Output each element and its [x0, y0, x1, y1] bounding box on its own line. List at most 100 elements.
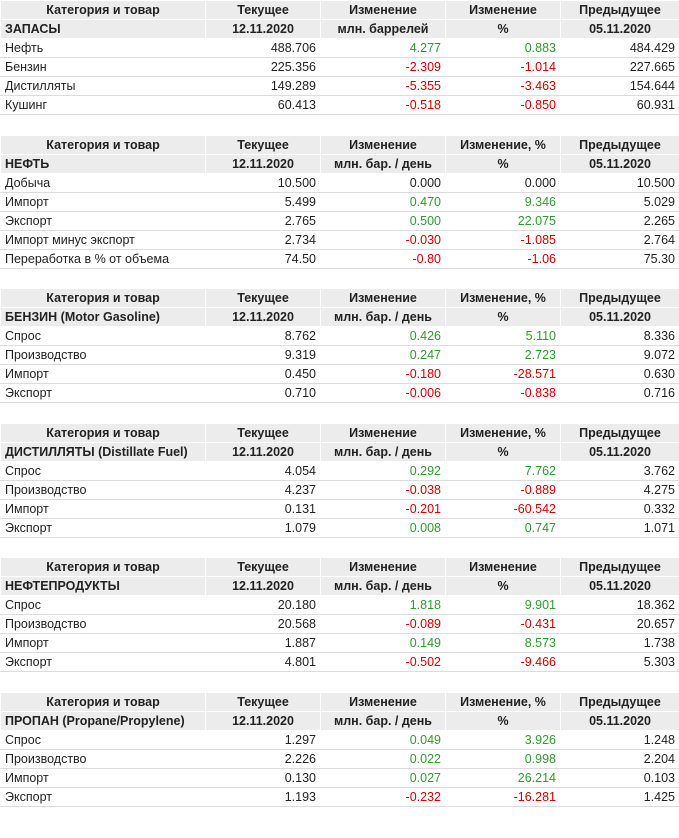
data-cell: -60.542	[445, 498, 561, 519]
data-cell: 0.000	[445, 172, 561, 193]
header-cell: Изменение	[320, 422, 446, 443]
data-cell: 0.103	[560, 767, 679, 788]
data-cell: -0.038	[320, 479, 446, 500]
data-row: Экспорт 0.710 -0.006 -0.838 0.716	[0, 383, 679, 404]
data-cell: Экспорт	[0, 383, 206, 404]
data-cell: 2.765	[205, 210, 321, 231]
data-cell: Переработка в % от объема	[0, 248, 206, 269]
data-cell: 75.30	[560, 248, 679, 269]
subheader-cell: ПРОПАН (Propane/Propylene)	[0, 710, 206, 731]
header-cell: Изменение	[320, 288, 446, 309]
data-cell: -1.06	[445, 248, 561, 269]
subheader-cell: 05.11.2020	[560, 307, 679, 328]
data-cell: 9.072	[560, 345, 679, 366]
header-cell: Изменение, %	[445, 691, 561, 712]
data-cell: 2.723	[445, 345, 561, 366]
subheader-cell: НЕФТЬ	[0, 153, 206, 174]
data-cell: 4.801	[205, 652, 321, 673]
data-cell: -0.431	[445, 614, 561, 635]
data-cell: -0.089	[320, 614, 446, 635]
data-cell: -16.281	[445, 786, 561, 807]
data-cell: 0.008	[320, 517, 446, 538]
data-cell: 0.716	[560, 383, 679, 404]
subheader-row: НЕФТЬ 12.11.2020 млн. бар. / день% 05.11.20…	[0, 153, 679, 174]
data-table: Категория и товар Текущее Изменение Изменен…	[0, 134, 679, 269]
data-cell: Кушинг	[0, 95, 206, 115]
data-cell: 0.130	[205, 767, 321, 788]
data-cell: 74.50	[205, 248, 321, 269]
subheader-cell: 05.11.2020	[560, 576, 679, 597]
data-row: Добыча 10.500 0.000 0.000 10.500	[0, 172, 679, 193]
data-cell: Спрос	[0, 595, 206, 616]
header-cell: Категория и товар	[0, 691, 206, 712]
header-cell: Предыдущее	[560, 691, 679, 712]
data-table: Категория и товар Текущее Изменение Изменен…	[0, 691, 679, 807]
header-cell: Категория и товар	[0, 557, 206, 578]
data-cell: 22.075	[445, 210, 561, 231]
data-cell: 0.998	[445, 748, 561, 769]
subheader-row: ПРОПАН (Propane/Propylene) 12.11.2020 млн.…	[0, 710, 679, 731]
header-row: Категория и товар Текущее Изменение Изменен…	[0, 288, 679, 309]
data-cell: -0.518	[320, 95, 446, 115]
data-cell: 2.226	[205, 748, 321, 769]
data-cell: Импорт	[0, 191, 206, 212]
data-row: Импорт 0.130 0.027 26.214 0.103	[0, 767, 679, 788]
header-cell: Изменение, %	[445, 422, 561, 443]
data-row: Импорт минус экспорт 2.734 -0.030 -1.085 2.7…	[0, 229, 679, 250]
data-cell: Импорт	[0, 498, 206, 519]
data-cell: 20.180	[205, 595, 321, 616]
data-row: Производство 9.319 0.247 2.723 9.072	[0, 345, 679, 366]
header-cell: Предыдущее	[560, 288, 679, 309]
data-row: Спрос 4.054 0.292 7.762 3.762	[0, 460, 679, 481]
subheader-cell: млн. бар. / день	[320, 576, 446, 597]
header-cell: Предыдущее	[560, 557, 679, 578]
data-cell: 154.644	[560, 76, 679, 96]
data-cell: 0.000	[320, 172, 446, 193]
subheader-cell: 12.11.2020	[205, 710, 321, 731]
data-cell: 10.500	[560, 172, 679, 193]
data-cell: 1.738	[560, 633, 679, 654]
subheader-cell: %	[445, 19, 561, 39]
data-cell: -0.502	[320, 652, 446, 673]
data-cell: 1.887	[205, 633, 321, 654]
data-cell: 0.500	[320, 210, 446, 231]
data-cell: 60.931	[560, 95, 679, 115]
data-cell: -2.309	[320, 57, 446, 77]
data-row: Спрос 1.297 0.049 3.926 1.248	[0, 729, 679, 750]
data-cell: 5.303	[560, 652, 679, 673]
subheader-cell: 05.11.2020	[560, 19, 679, 39]
data-cell: 9.901	[445, 595, 561, 616]
subheader-row: ЗАПАСЫ 12.11.2020 млн. баррелей% 05.11.2020	[0, 19, 679, 39]
data-cell: -0.030	[320, 229, 446, 250]
data-cell: -5.355	[320, 76, 446, 96]
data-cell: Импорт	[0, 633, 206, 654]
data-cell: 60.413	[205, 95, 321, 115]
data-row: Импорт 0.450 -0.180 -28.571 0.630	[0, 364, 679, 385]
data-cell: 0.450	[205, 364, 321, 385]
data-cell: 2.764	[560, 229, 679, 250]
data-cell: -1.014	[445, 57, 561, 77]
header-row: Категория и товар Текущее Изменение Изменен…	[0, 557, 679, 578]
subheader-cell: 05.11.2020	[560, 153, 679, 174]
data-row: Производство 20.568 -0.089 -0.431 20.657	[0, 614, 679, 635]
subheader-cell: млн. бар. / день	[320, 710, 446, 731]
header-cell: Изменение	[320, 557, 446, 578]
header-cell: Текущее	[205, 422, 321, 443]
header-row: Категория и товар Текущее Изменение Изменен…	[0, 422, 679, 443]
header-cell: Предыдущее	[560, 0, 679, 20]
data-cell: -9.466	[445, 652, 561, 673]
data-cell: 8.336	[560, 326, 679, 347]
data-cell: Экспорт	[0, 786, 206, 807]
data-cell: 7.762	[445, 460, 561, 481]
subheader-cell: %	[445, 307, 561, 328]
data-cell: 8.762	[205, 326, 321, 347]
data-cell: 0.630	[560, 364, 679, 385]
data-cell: Спрос	[0, 729, 206, 750]
data-cell: Экспорт	[0, 210, 206, 231]
data-cell: 1.818	[320, 595, 446, 616]
data-row: Экспорт 2.765 0.500 22.075 2.265	[0, 210, 679, 231]
header-cell: Изменение	[320, 691, 446, 712]
header-row: Категория и товар Текущее Изменение Изменен…	[0, 691, 679, 712]
data-cell: -0.850	[445, 95, 561, 115]
subheader-row: НЕФТЕПРОДУКТЫ 12.11.2020 млн. бар. / день%…	[0, 576, 679, 597]
